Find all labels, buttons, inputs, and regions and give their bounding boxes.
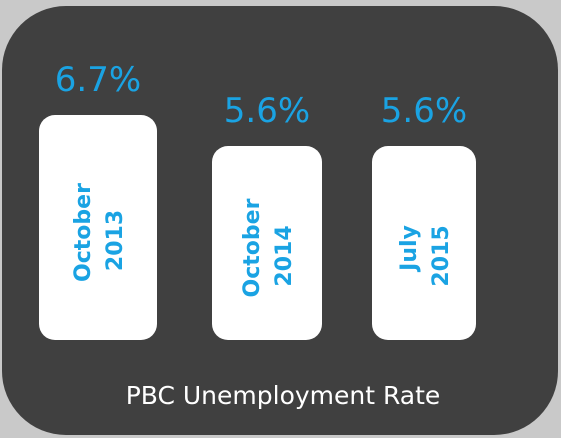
bar-value-label: 5.6% [381,91,467,131]
bar-category-label: October [240,198,265,297]
bar [212,146,322,340]
bar-category-label: July [397,225,422,273]
bar-category-label: October [71,183,96,282]
bar-value-label: 5.6% [224,91,310,131]
bar-group: 5.6% July 2015 [372,91,476,340]
bar-category-year: 2015 [429,225,454,286]
bar-group: 6.7% October 2013 [39,60,157,340]
bar-category-year: 2013 [103,210,128,271]
bar [39,115,157,340]
bar [372,146,476,340]
bar-value-label: 6.7% [55,60,141,100]
bar-category-year: 2014 [272,225,297,286]
bars-layer: 6.7% October 2013 5.6% October 2014 5.6% July 20… [39,60,476,340]
chart-title: PBC Unemployment Rate [126,381,441,410]
bar-group: 5.6% October 2014 [212,91,322,340]
